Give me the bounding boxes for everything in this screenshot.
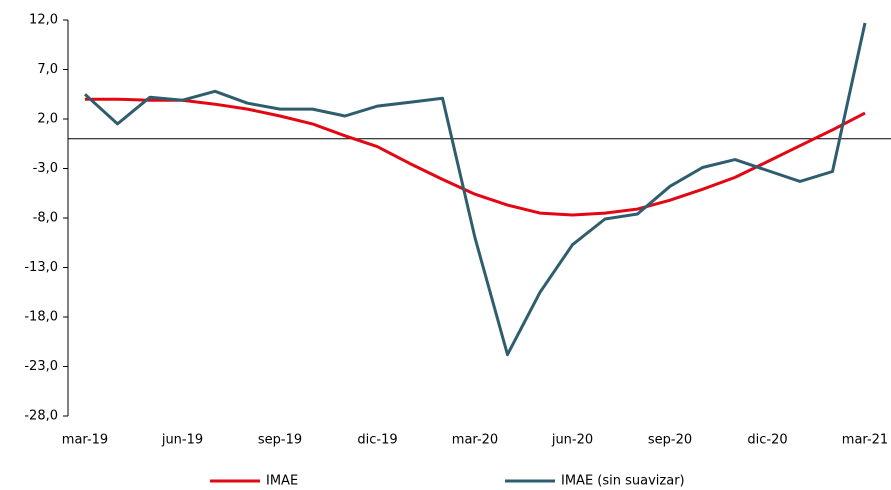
y-tick-label: -8,0 — [33, 211, 58, 226]
y-tick-label: 12,0 — [29, 13, 58, 28]
x-tick-label: mar-19 — [62, 433, 108, 448]
x-tick-label: dic-19 — [357, 433, 397, 448]
y-tick-label: -18,0 — [24, 310, 58, 325]
x-tick-label: dic-20 — [747, 433, 787, 448]
y-tick-label: -28,0 — [24, 409, 58, 424]
series-line — [83, 22, 867, 357]
x-tick-label: mar-20 — [452, 433, 498, 448]
y-tick-label: -13,0 — [24, 260, 58, 275]
series-line — [85, 97, 866, 217]
y-tick-label: 2,0 — [37, 112, 58, 127]
x-tick-label: jun-20 — [551, 433, 593, 448]
x-tick-label: mar-21 — [842, 433, 888, 448]
x-tick-label: sep-20 — [648, 433, 692, 448]
legend-label: IMAE — [266, 474, 298, 489]
y-tick-label: 7,0 — [37, 62, 58, 77]
legend-label: IMAE (sin suavizar) — [561, 474, 685, 489]
y-tick-label: -3,0 — [33, 161, 58, 176]
y-tick-label: -23,0 — [24, 359, 58, 374]
x-tick-label: jun-19 — [161, 433, 203, 448]
x-tick-label: sep-19 — [258, 433, 302, 448]
